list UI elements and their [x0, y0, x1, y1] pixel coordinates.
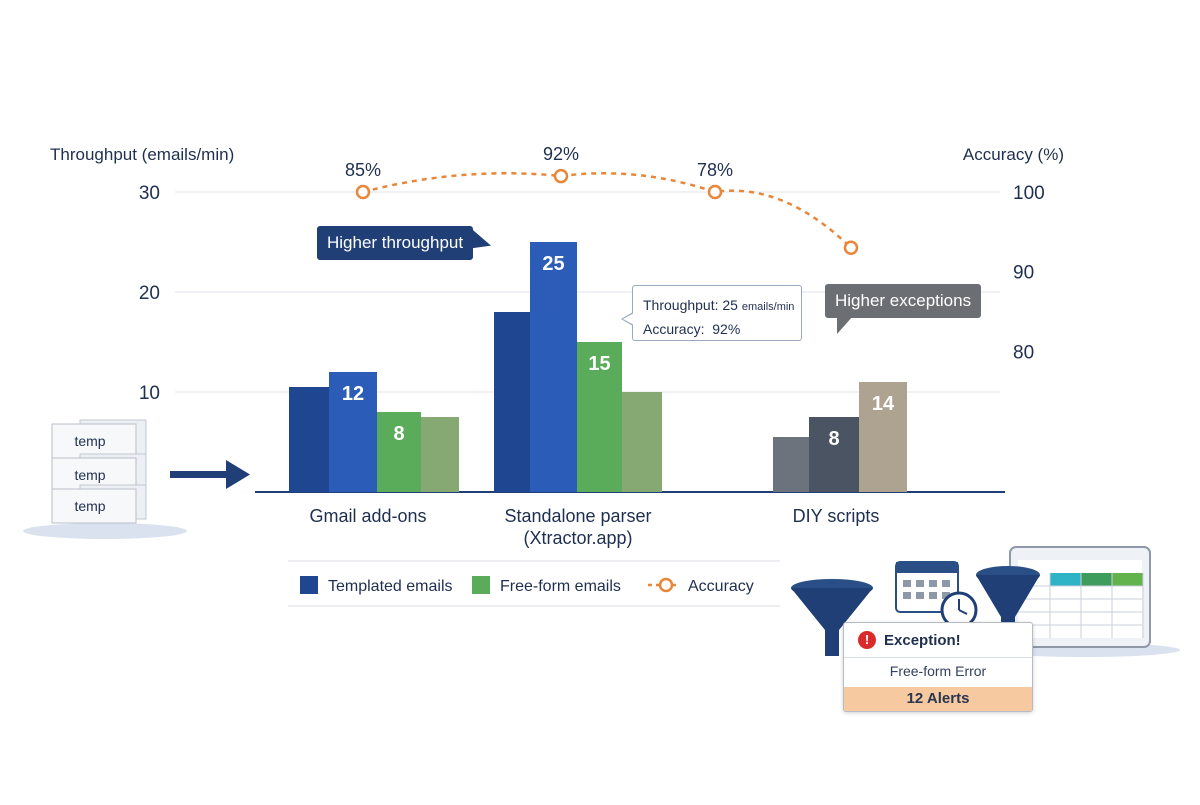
bar-1-1: [530, 242, 577, 492]
accuracy-value-label: 92%: [543, 144, 579, 164]
tooltip-throughput-row: Throughput: 25 emails/min: [643, 294, 801, 318]
right-tick-label: 100: [1013, 183, 1045, 204]
calendar-day-cell: [929, 592, 937, 599]
spreadsheet-header-cell: [1050, 573, 1081, 586]
arrow-right-icon: [226, 460, 250, 489]
accuracy-point: [707, 184, 723, 200]
left-tick-label: 10: [139, 383, 160, 404]
tooltip-throughput-value: 25: [722, 297, 738, 313]
alert-count: 12 Alerts: [844, 687, 1032, 711]
bar-value-label: 8: [828, 428, 839, 450]
bar-0-2: [377, 412, 421, 492]
tooltip-throughput-label: Throughput:: [643, 297, 719, 313]
higher-throughput-callout: Higher throughput: [317, 226, 492, 260]
bar-value-label: 25: [542, 253, 564, 275]
file-label: temp: [74, 498, 105, 514]
spreadsheet-header-cell: [1112, 573, 1143, 586]
exclamation-icon: !: [858, 631, 876, 649]
bar-0-1: [329, 372, 377, 492]
right-tick-label: 80: [1013, 342, 1034, 363]
legend-point-swatch: [658, 577, 674, 593]
bar-value-label: 8: [393, 423, 404, 445]
bar-1-2: [577, 342, 622, 492]
accuracy-value-label: 85%: [345, 160, 381, 180]
spreadsheet-header-cell: [1081, 573, 1112, 586]
bar-1-0: [494, 312, 530, 492]
bar-0-3: [421, 417, 459, 492]
left-tick-label: 20: [139, 283, 160, 304]
bar-0-0: [289, 387, 329, 492]
left-axis-title: Throughput (emails/min): [50, 145, 234, 164]
tooltip-accuracy-label: Accuracy:: [643, 321, 705, 337]
calendar-day-cell: [942, 580, 950, 587]
calendar-day-cell: [903, 592, 911, 599]
higher-exceptions-callout: Higher exceptions: [825, 284, 982, 334]
right-axis-title: Accuracy (%): [963, 145, 1064, 164]
category-label: Gmail add-ons: [309, 506, 426, 526]
higher-throughput-label: Higher throughput: [327, 233, 464, 252]
legend-label: Accuracy: [688, 578, 754, 595]
alert-subtitle: Free-form Error: [889, 663, 987, 679]
accuracy-point: [843, 240, 859, 256]
bar-2-0: [773, 437, 809, 492]
bar-1-3: [622, 392, 662, 492]
category-label: DIY scripts: [793, 506, 880, 526]
higher-exceptions-label: Higher exceptions: [835, 291, 972, 310]
tooltip-throughput-unit: emails/min: [741, 301, 795, 313]
category-label: Standalone parser: [504, 506, 651, 526]
category-label: (Xtractor.app): [523, 528, 632, 548]
funnel-small-icon: [976, 575, 1040, 643]
tooltip-accuracy-value: 92%: [712, 321, 741, 337]
legend-label: Templated emails: [328, 578, 453, 595]
right-tick-label: 90: [1013, 263, 1034, 284]
file-sheet: [51, 488, 137, 524]
bar-2-2: [859, 382, 907, 492]
bar-value-label: 15: [588, 353, 610, 375]
file-label: temp: [74, 433, 105, 449]
calendar-day-cell: [929, 580, 937, 587]
file-label: temp: [74, 467, 105, 483]
calendar-day-cell: [916, 580, 924, 587]
bar-2-1: [809, 417, 859, 492]
tooltip-accuracy-row: Accuracy: 92%: [643, 318, 801, 340]
bar-value-label: 14: [872, 393, 895, 415]
accuracy-point: [553, 168, 569, 184]
alert-header: ! Exception!: [844, 623, 1032, 658]
legend-swatch: [300, 576, 318, 594]
calendar-day-cell: [916, 592, 924, 599]
alert-title: Exception!: [884, 631, 961, 649]
legend-swatch: [472, 576, 490, 594]
funnel-icon: [791, 588, 873, 656]
calendar-header: [896, 562, 958, 573]
clock-hand: [958, 609, 968, 615]
left-tick-label: 30: [139, 183, 160, 204]
accuracy-value-label: 78%: [697, 160, 733, 180]
accuracy-line: [362, 172, 852, 249]
accuracy-point: [355, 184, 371, 200]
arrow-shaft: [170, 471, 228, 478]
exception-alert-card[interactable]: ! Exception! Free-form Error 12 Alerts: [843, 622, 1033, 712]
bar-value-label: 12: [342, 383, 364, 405]
file-stack-shadow: [23, 523, 187, 539]
data-tooltip: Throughput: 25 emails/min Accuracy: 92%: [621, 285, 802, 341]
calendar-day-cell: [903, 580, 911, 587]
calendar-day-cell: [942, 592, 950, 599]
legend-label: Free-form emails: [500, 578, 621, 595]
